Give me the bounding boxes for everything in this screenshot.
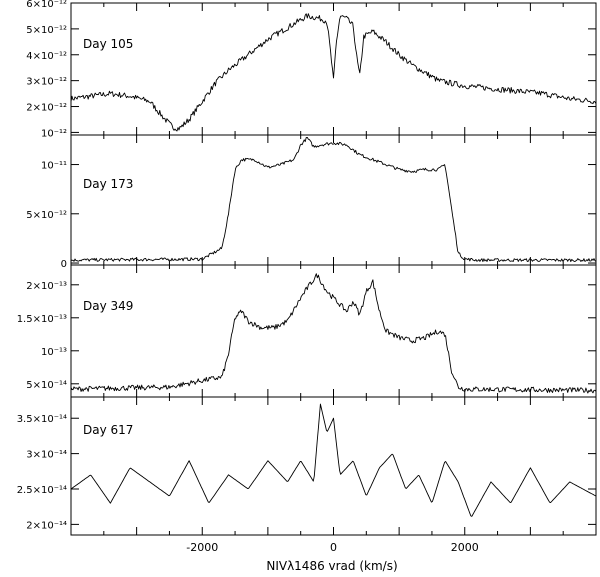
y-tick-label: 6×10⁻¹² — [26, 0, 67, 10]
y-tick-label: 5×10⁻¹² — [26, 210, 67, 221]
panel-frame — [70, 396, 597, 536]
panel-label: Day 349 — [83, 299, 133, 313]
panel-1: 10⁻¹² 2×10⁻¹² 3×10⁻¹² 4×10⁻¹² 5×10⁻¹² 6×10⁻¹²… — [26, 0, 597, 139]
y-tick-label: 4×10⁻¹² — [26, 51, 67, 62]
panel-frame — [70, 134, 597, 266]
panel-2: 0 5×10⁻¹² 10⁻¹¹ Day 173 — [26, 134, 597, 270]
x-axis-ticks: -2000 0 2000 — [186, 541, 478, 554]
series-line — [70, 136, 597, 263]
y-tick-label: 0 — [61, 259, 67, 270]
series-line — [70, 403, 597, 517]
y-tick-label: 3.5×10⁻¹⁴ — [17, 414, 67, 425]
y-tick-label: 1.5×10⁻¹³ — [17, 314, 67, 325]
panel-label: Day 105 — [83, 37, 133, 51]
y-tick-label: 2×10⁻¹² — [26, 103, 67, 114]
x-tick-label: 2000 — [451, 541, 479, 554]
panel-4: 2×10⁻¹⁴ 2.5×10⁻¹⁴ 3×10⁻¹⁴ 3.5×10⁻¹⁴ Day 617 — [17, 396, 597, 536]
y-tick-label: 10⁻¹¹ — [41, 161, 67, 172]
x-tick-label: 0 — [330, 541, 337, 554]
y-tick-label: 2×10⁻¹⁴ — [26, 520, 67, 531]
series-line — [70, 13, 597, 132]
x-axis-label: NIVλ1486 vrad (km/s) — [266, 559, 397, 573]
y-tick-label: 2.5×10⁻¹⁴ — [17, 485, 67, 496]
y-tick-label: 2×10⁻¹³ — [26, 281, 67, 292]
y-tick-label: 5×10⁻¹² — [26, 25, 67, 36]
panels-group: 10⁻¹² 2×10⁻¹² 3×10⁻¹² 4×10⁻¹² 5×10⁻¹² 6×10⁻¹²… — [17, 0, 597, 536]
y-tick-label: 3×10⁻¹⁴ — [26, 450, 67, 461]
y-tick-label: 3×10⁻¹² — [26, 77, 67, 88]
y-tick-label: 5×10⁻¹⁴ — [26, 380, 67, 391]
panel-frame — [70, 264, 597, 398]
y-tick-label: 10⁻¹² — [41, 128, 67, 139]
x-tick-label: -2000 — [186, 541, 218, 554]
series-line — [70, 273, 597, 394]
panel-label: Day 173 — [83, 177, 133, 191]
panel-label: Day 617 — [83, 423, 133, 437]
panel-frame — [70, 2, 597, 136]
panel-3: 5×10⁻¹⁴ 10⁻¹³ 1.5×10⁻¹³ 2×10⁻¹³ Day 349 — [17, 264, 597, 398]
y-tick-label: 10⁻¹³ — [41, 347, 67, 358]
